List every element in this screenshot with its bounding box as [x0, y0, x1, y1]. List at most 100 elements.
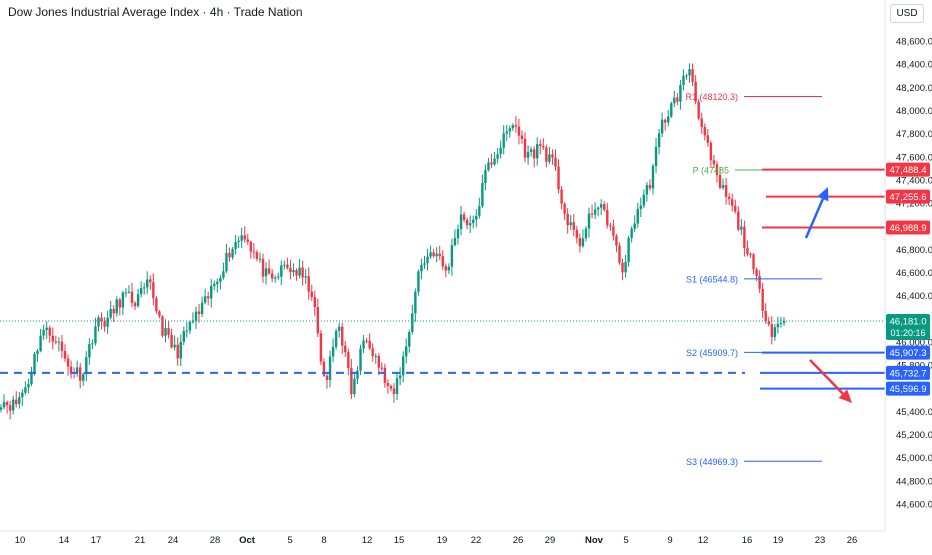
candle-body — [724, 185, 728, 197]
candle-body — [8, 405, 12, 411]
candle-body — [450, 245, 454, 267]
candle-body — [286, 264, 289, 268]
candle-body — [91, 343, 94, 345]
last-price-value: 46,181.0 — [890, 316, 927, 327]
candle-body — [645, 185, 649, 195]
candle-body — [82, 374, 85, 381]
candle-body — [36, 350, 39, 355]
candle-body — [392, 388, 396, 395]
candle-body — [347, 352, 350, 368]
candle-body — [526, 151, 530, 158]
candle-body — [161, 316, 164, 336]
candle-body — [48, 327, 51, 336]
candle-body — [386, 382, 390, 386]
up-arrow — [804, 187, 829, 239]
candle-body — [462, 214, 466, 220]
candle-body — [727, 196, 731, 200]
candle-body — [295, 270, 298, 276]
candle-body — [676, 97, 679, 102]
candle-body — [301, 267, 304, 278]
candle-body — [420, 264, 423, 272]
candle-body — [152, 282, 155, 299]
y-tick-label: 48,000.0 — [896, 106, 932, 117]
candle-body — [715, 164, 719, 175]
y-axis: 48,600.0 48,400.0 48,200.0 48,000.0 47,800.0… — [896, 37, 932, 511]
x-tick-label: 16 — [742, 535, 753, 546]
candle-body — [322, 361, 326, 376]
candle-body — [66, 358, 70, 367]
candle-body — [176, 344, 179, 359]
candle-body — [267, 268, 271, 274]
candle-body — [115, 299, 118, 314]
candle-body — [660, 119, 664, 134]
candle-body — [545, 147, 548, 162]
candle-body — [57, 341, 61, 343]
candle-body — [508, 128, 511, 132]
last-price-countdown: 01:20:16 — [890, 328, 925, 338]
candle-body — [554, 157, 557, 167]
candle-body — [298, 267, 301, 276]
candle-body — [405, 346, 408, 357]
x-tick-label: 17 — [91, 535, 102, 546]
candle-body — [292, 270, 295, 273]
y-tick-label: 48,600.0 — [896, 37, 932, 48]
candle-body — [493, 158, 496, 165]
candle-body — [657, 133, 661, 147]
candle-body — [337, 326, 341, 331]
candle-body — [185, 330, 189, 332]
level-price-text: 47,255.6 — [890, 192, 927, 203]
candle-body — [45, 327, 48, 330]
candle-body — [712, 160, 716, 165]
candle-body — [289, 267, 292, 273]
candle-body — [197, 311, 201, 314]
candle-body — [377, 355, 380, 368]
candle-body — [627, 237, 630, 262]
candle-body — [703, 126, 706, 136]
candle-body — [539, 144, 542, 147]
candle-body — [603, 204, 606, 210]
candle-body — [700, 118, 703, 127]
candle-body — [667, 116, 670, 123]
candle-body — [487, 162, 490, 171]
candle-body — [444, 266, 448, 271]
y-tick-label: 47,400.0 — [896, 175, 932, 186]
candle-body — [94, 326, 97, 344]
x-tick-label: 15 — [394, 535, 405, 546]
candle-body — [264, 268, 268, 277]
candle-body — [182, 331, 186, 342]
y-tick-label: 47,200.0 — [896, 199, 932, 210]
level-price-box — [886, 381, 930, 396]
level-price-text: 45,732.7 — [890, 368, 927, 379]
candle-body — [670, 103, 673, 117]
candle-body — [283, 264, 286, 266]
candle-body — [18, 397, 21, 405]
candle-body — [11, 399, 15, 411]
candle-body — [149, 279, 152, 283]
candle-body — [685, 75, 688, 77]
candle-body — [612, 226, 615, 236]
level-price-box — [886, 345, 930, 360]
candle-body — [767, 321, 770, 325]
candle-body — [648, 185, 652, 189]
candle-body — [749, 253, 752, 255]
candle-body — [85, 357, 88, 375]
candle-body — [234, 242, 237, 249]
candle-body — [362, 340, 365, 349]
candle-body — [529, 149, 533, 152]
currency-button[interactable]: USD — [890, 4, 924, 23]
level-price-label: 47,488.4 — [886, 162, 930, 177]
candle-body — [520, 135, 524, 139]
down-arrow-head — [838, 389, 852, 403]
candle-body — [560, 189, 563, 204]
y-tick-label: 46,000.0 — [896, 337, 932, 348]
candle-body — [734, 205, 737, 212]
candle-body — [414, 291, 417, 314]
candle-body — [200, 302, 204, 314]
candle-body — [109, 309, 112, 318]
candle-body — [673, 97, 676, 104]
level-price-text: 45,596.9 — [890, 384, 927, 395]
candle-body — [2, 401, 6, 408]
candle-body — [615, 235, 618, 246]
candle-body — [334, 330, 338, 347]
